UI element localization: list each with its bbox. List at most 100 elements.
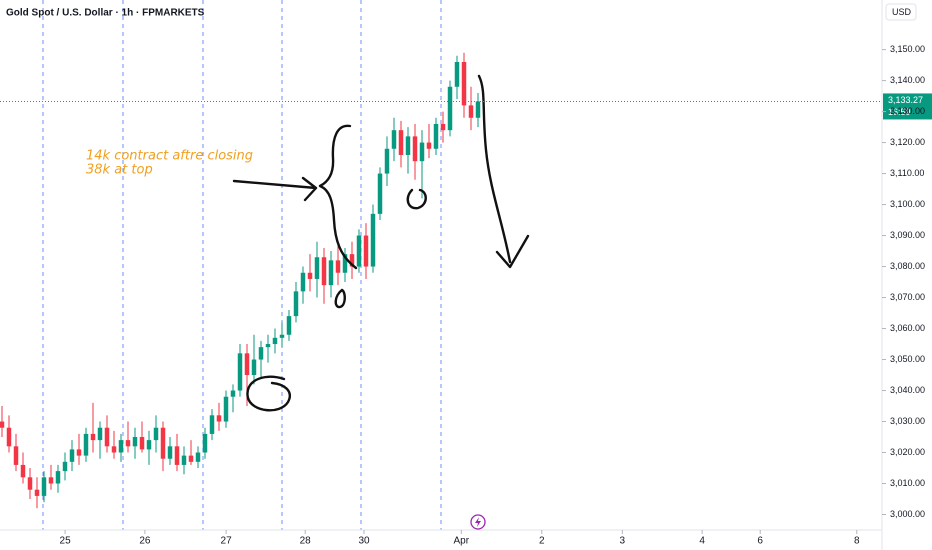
event-icon-bolt[interactable] — [475, 517, 481, 527]
x-tick-label: 8 — [854, 536, 860, 547]
y-tick-label: 3,110.00 — [890, 168, 924, 178]
annotation-text: 14k contract aftre closing — [86, 149, 253, 164]
last-price-marker: 3,133.27 16:59 — [0, 93, 932, 120]
candle-body — [440, 123, 446, 131]
currency-button[interactable] — [885, 3, 917, 21]
candle-body — [209, 415, 215, 434]
candle-body — [293, 291, 299, 317]
candle-body — [146, 440, 152, 450]
candle-body — [125, 440, 131, 447]
candle-body — [363, 235, 369, 267]
candle-body — [132, 437, 138, 447]
candle-body — [454, 61, 460, 87]
y-tick-label: 3,030.00 — [890, 416, 925, 426]
candle-body — [139, 437, 145, 450]
x-tick-label: 4 — [699, 536, 705, 547]
candle-body — [216, 415, 222, 422]
candle-body — [447, 86, 453, 131]
y-tick-label: 3,120.00 — [890, 137, 925, 147]
candle-body — [13, 446, 19, 465]
hand-loop — [334, 288, 346, 309]
candle-body — [461, 61, 467, 106]
candle-body — [237, 353, 243, 391]
candle-body — [398, 130, 404, 155]
x-tick-label: 30 — [358, 536, 370, 547]
y-tick-label: 3,080.00 — [890, 261, 925, 271]
candle-body — [405, 136, 411, 155]
y-tick-label: 3,130.00 — [890, 106, 925, 116]
candle-body — [188, 455, 194, 462]
x-tick-label: 2 — [539, 536, 545, 547]
candle-body — [251, 359, 257, 376]
candle-body — [62, 461, 68, 472]
candle-body — [412, 136, 418, 162]
candle-body — [97, 427, 103, 441]
candle-body — [321, 257, 327, 286]
currency-label[interactable]: USD — [892, 7, 912, 17]
candle-body — [167, 446, 173, 459]
y-tick-label: 3,050.00 — [890, 354, 925, 364]
candle-body — [83, 433, 89, 456]
candle-body — [370, 213, 376, 267]
x-tick-label: 6 — [757, 536, 763, 547]
x-tick-label: 25 — [60, 536, 72, 547]
candles — [0, 52, 481, 509]
candle-body — [174, 446, 180, 465]
candle-body — [69, 449, 75, 462]
candle-body — [377, 173, 383, 214]
candle-body — [153, 427, 159, 441]
candle-body — [34, 489, 40, 496]
candle-body — [349, 254, 355, 267]
x-tick-label: 27 — [221, 536, 233, 547]
candle-body — [468, 105, 474, 118]
y-tick-label: 3,040.00 — [890, 385, 925, 395]
hand-loop — [406, 188, 427, 210]
candle-body — [27, 477, 33, 490]
y-tick-label: 3,140.00 — [890, 75, 925, 85]
candle-body — [314, 257, 320, 279]
last-price-label: 3,133.27 — [888, 95, 923, 105]
event-icon[interactable] — [470, 514, 486, 530]
candle-body — [0, 421, 5, 428]
candle-body — [20, 464, 26, 478]
candle-body — [104, 427, 110, 447]
last-price-box — [883, 93, 932, 120]
hand-brace — [318, 124, 358, 270]
hand-circle — [246, 375, 291, 412]
candle-body — [433, 123, 439, 149]
x-tick-label: Apr — [454, 536, 470, 547]
y-tick-label: 3,060.00 — [890, 323, 925, 333]
candle-body — [384, 148, 390, 174]
y-tick-label: 3,020.00 — [890, 447, 925, 457]
chart-title: Gold Spot / U.S. Dollar · 1h · FPMARKETS — [6, 8, 205, 19]
candle-body — [90, 433, 96, 441]
x-tick-label: 3 — [620, 536, 626, 547]
candle-body — [244, 353, 250, 376]
candle-body — [195, 452, 201, 462]
y-tick-label: 3,150.00 — [890, 44, 925, 54]
candle-body — [356, 235, 362, 267]
candle-body — [55, 471, 61, 484]
candle-body — [419, 142, 425, 162]
candle-body — [48, 477, 54, 484]
candle-body — [307, 272, 313, 279]
candle-body — [335, 260, 341, 273]
candle-body — [41, 477, 47, 496]
x-tick-label: 26 — [139, 536, 151, 547]
y-tick-label: 3,070.00 — [890, 292, 925, 302]
candle-body — [342, 254, 348, 273]
candle-body — [76, 449, 82, 456]
candle-body — [286, 316, 292, 335]
candle-body — [223, 396, 229, 422]
candle-body — [111, 446, 117, 453]
y-tick-label: 3,090.00 — [890, 230, 925, 240]
candle-body — [258, 347, 264, 360]
candle-body — [426, 142, 432, 149]
hand-arrow — [232, 176, 318, 202]
candle-body — [391, 130, 397, 149]
candle-body — [202, 433, 208, 453]
y-tick-label: 3,000.00 — [890, 509, 925, 519]
candle-body — [160, 427, 166, 459]
